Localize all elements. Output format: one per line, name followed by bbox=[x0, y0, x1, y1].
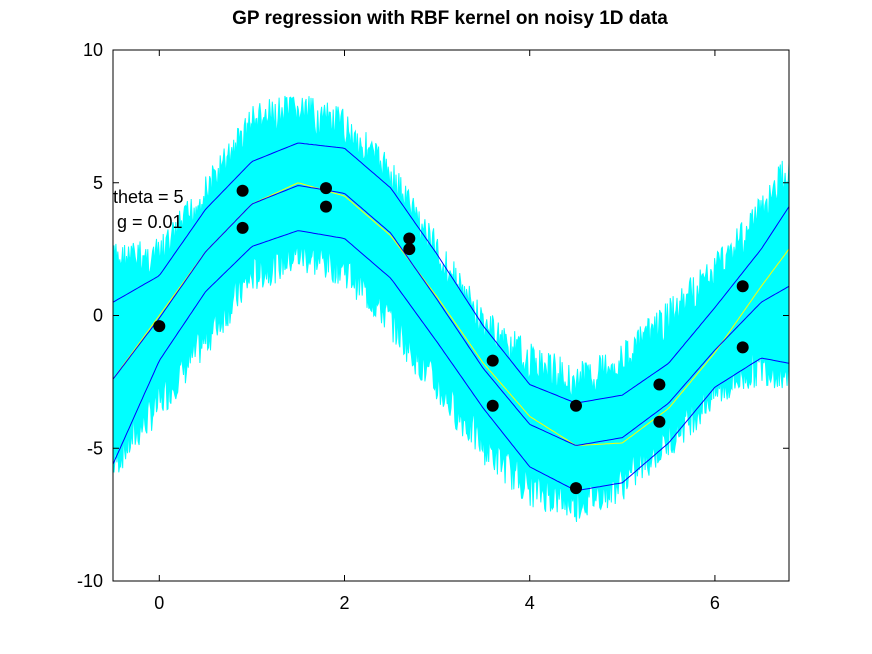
y-tick-label: 5 bbox=[93, 173, 103, 193]
training-point bbox=[320, 200, 332, 213]
annotation-theta: theta = 5 bbox=[113, 187, 184, 207]
predictive-mean-line bbox=[113, 185, 789, 446]
y-tick-label: -10 bbox=[77, 571, 103, 591]
upper-bound-line bbox=[113, 142, 789, 404]
lower-bound-line bbox=[113, 230, 789, 492]
x-tick-label: 6 bbox=[710, 593, 720, 613]
y-tick-label: 10 bbox=[83, 40, 103, 60]
predictive-samples-band bbox=[113, 95, 789, 523]
training-point bbox=[486, 399, 499, 412]
training-point bbox=[320, 182, 332, 195]
training-point bbox=[736, 280, 749, 293]
training-point bbox=[403, 243, 416, 256]
training-point bbox=[736, 341, 749, 354]
x-tick-label: 0 bbox=[154, 593, 164, 613]
training-point bbox=[570, 482, 582, 495]
training-point bbox=[653, 415, 666, 428]
training-point bbox=[486, 354, 499, 367]
x-tick-label: 2 bbox=[339, 593, 349, 613]
training-point bbox=[236, 184, 249, 197]
training-point bbox=[403, 232, 416, 245]
chart-title: GP regression with RBF kernel on noisy 1… bbox=[232, 8, 668, 29]
training-point bbox=[570, 399, 582, 412]
plot-area bbox=[113, 95, 789, 523]
training-point bbox=[653, 378, 666, 391]
training-point bbox=[236, 221, 249, 234]
axes: 0 2 4 6 -10 -5 0 5 10 bbox=[77, 40, 789, 613]
training-point bbox=[153, 320, 166, 333]
annotation-g: g = 0.01 bbox=[117, 212, 183, 232]
y-tick-label: 0 bbox=[93, 306, 103, 326]
x-tick-label: 4 bbox=[525, 593, 535, 613]
y-tick-label: -5 bbox=[87, 438, 103, 458]
